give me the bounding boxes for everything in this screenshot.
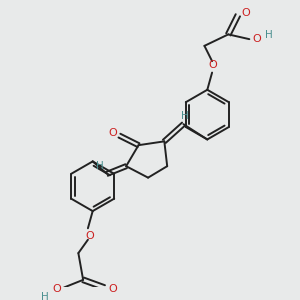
Text: O: O xyxy=(52,284,61,294)
Text: H: H xyxy=(95,161,103,171)
Text: O: O xyxy=(253,34,261,44)
Text: H: H xyxy=(265,30,272,40)
Text: O: O xyxy=(108,128,117,138)
Text: O: O xyxy=(241,8,250,18)
Text: O: O xyxy=(108,284,117,294)
Text: O: O xyxy=(209,60,218,70)
Text: H: H xyxy=(41,292,49,300)
Text: O: O xyxy=(85,231,94,241)
Text: H: H xyxy=(181,111,188,121)
